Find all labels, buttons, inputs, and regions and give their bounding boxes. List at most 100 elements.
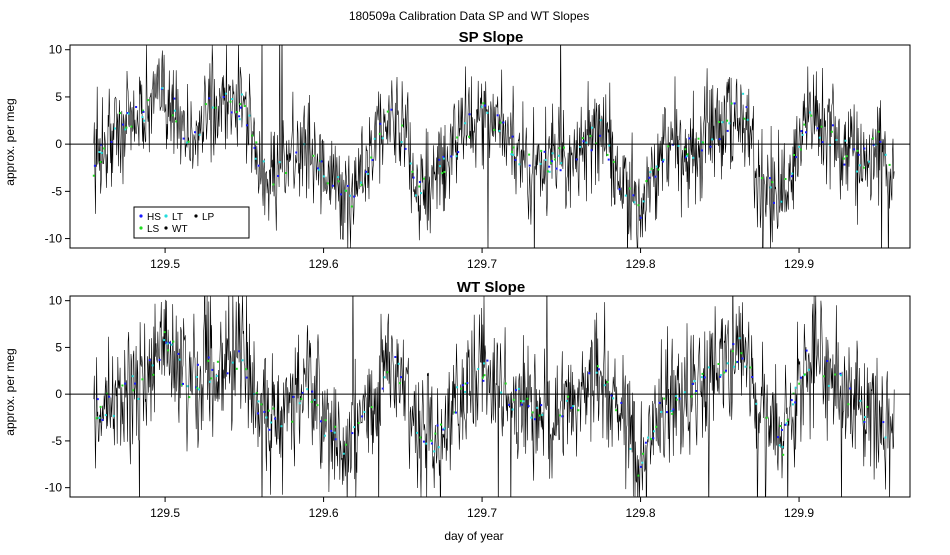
calibration-point	[642, 200, 645, 203]
calibration-point	[884, 153, 887, 156]
calibration-point	[612, 160, 615, 163]
calibration-point	[607, 158, 610, 161]
calibration-point	[648, 176, 651, 179]
calibration-point	[207, 356, 210, 359]
calibration-point	[572, 405, 575, 408]
calibration-point	[373, 137, 376, 140]
calibration-point	[310, 400, 313, 403]
calibration-point	[265, 416, 268, 419]
calibration-point	[163, 339, 166, 342]
calibration-point	[596, 365, 599, 368]
calibration-point	[579, 145, 582, 148]
calibration-point	[168, 341, 171, 344]
calibration-point	[101, 419, 104, 421]
calibration-point	[151, 364, 154, 367]
calibration-point	[180, 383, 183, 386]
calibration-point	[235, 111, 238, 113]
calibration-point	[697, 137, 700, 140]
calibration-point	[866, 405, 869, 408]
calibration-point	[654, 175, 657, 178]
calibration-point	[701, 372, 704, 375]
calibration-point	[663, 397, 666, 400]
calibration-point	[96, 398, 99, 401]
calibration-point	[547, 170, 549, 173]
legend-label: HS	[147, 212, 161, 223]
calibration-point	[163, 331, 166, 334]
calibration-point	[810, 114, 813, 117]
calibration-point	[255, 392, 258, 395]
calibration-point	[498, 129, 501, 132]
calibration-point	[853, 148, 856, 151]
calibration-point	[822, 375, 825, 378]
calibration-point	[581, 137, 584, 140]
calibration-point	[508, 403, 511, 406]
calibration-point	[171, 114, 174, 117]
calibration-point	[728, 122, 731, 125]
y-axis-label-sp: approx. per meg	[3, 98, 17, 185]
calibration-point	[540, 404, 543, 407]
calibration-point	[418, 185, 421, 188]
calibration-point	[639, 465, 642, 468]
calibration-point	[194, 131, 196, 134]
calibration-point	[464, 382, 467, 385]
calibration-point	[565, 399, 568, 402]
calibration-point	[346, 185, 349, 187]
x-tick-label: 129.6	[309, 257, 339, 271]
y-tick-label: -5	[51, 434, 62, 448]
calibration-point	[784, 423, 787, 426]
calibration-point	[178, 358, 181, 361]
calibration-point	[100, 152, 103, 154]
calibration-point	[599, 119, 602, 122]
calibration-point	[386, 110, 389, 113]
calibration-point	[324, 419, 327, 422]
calibration-point	[500, 391, 503, 394]
calibration-point	[461, 384, 464, 387]
calibration-point	[113, 127, 116, 130]
calibration-point	[816, 127, 819, 130]
calibration-point	[769, 186, 772, 189]
calibration-point	[882, 421, 885, 424]
calibration-point	[337, 180, 340, 183]
calibration-point	[300, 397, 303, 400]
calibration-point	[409, 162, 412, 165]
x-tick-label: 129.5	[150, 506, 180, 520]
calibration-point	[733, 365, 735, 368]
calibration-point	[884, 436, 887, 439]
calibration-point	[510, 153, 513, 156]
calibration-point	[397, 362, 400, 365]
calibration-point	[590, 149, 593, 152]
figure-title: 180509a Calibration Data SP and WT Slope…	[349, 9, 589, 23]
calibration-point	[805, 131, 807, 134]
calibration-point	[690, 395, 693, 398]
y-tick-label: 10	[49, 43, 63, 57]
calibration-point	[655, 425, 658, 428]
calibration-point	[512, 153, 515, 156]
calibration-point	[434, 432, 437, 435]
calibration-point	[678, 397, 681, 400]
calibration-point	[551, 160, 553, 163]
calibration-point	[526, 397, 529, 400]
calibration-point	[188, 396, 191, 399]
calibration-point	[670, 410, 673, 412]
calibration-point	[709, 145, 712, 148]
calibration-point	[104, 414, 107, 417]
calibration-point	[544, 158, 547, 161]
calibration-point	[285, 172, 287, 174]
calibration-point	[317, 167, 319, 170]
calibration-point	[251, 134, 254, 137]
calibration-point	[780, 200, 783, 203]
calibration-point	[255, 141, 258, 144]
calibration-point	[414, 194, 417, 197]
calibration-point	[512, 398, 515, 401]
calibration-point	[859, 399, 862, 402]
calibration-point	[166, 342, 169, 345]
calibration-point	[170, 343, 173, 346]
calibration-point	[316, 404, 319, 407]
calibration-point	[230, 111, 233, 114]
calibration-point	[450, 155, 453, 158]
calibration-point	[418, 181, 421, 183]
calibration-point	[551, 152, 554, 155]
calibration-point	[831, 124, 834, 127]
calibration-point	[718, 138, 721, 141]
calibration-point	[323, 434, 326, 437]
